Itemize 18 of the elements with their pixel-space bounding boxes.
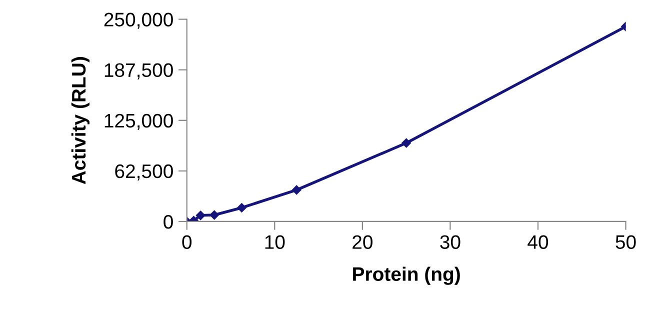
- y-axis-title: Activity (RLU): [71, 57, 90, 184]
- y-tick-label: 250,000: [104, 12, 173, 29]
- y-tick-label: 62,500: [115, 164, 173, 180]
- point: [292, 185, 302, 195]
- point: [237, 203, 246, 212]
- x-axis-title: Protein (ng): [353, 266, 460, 285]
- x-tick-label: 20: [352, 235, 372, 249]
- y-tick-label: 0: [164, 214, 173, 229]
- point: [402, 138, 411, 148]
- point: [196, 210, 206, 220]
- x-tick-label: 50: [616, 235, 636, 249]
- x-tick-label: 10: [265, 235, 285, 249]
- x-tick-label: 30: [440, 235, 460, 249]
- x-tick-label: 0: [182, 235, 192, 249]
- y-tick-label: 125,000: [104, 114, 173, 130]
- y-tick-label: 187,500: [104, 63, 173, 80]
- x-tick-label: 40: [528, 235, 548, 249]
- point: [210, 210, 219, 220]
